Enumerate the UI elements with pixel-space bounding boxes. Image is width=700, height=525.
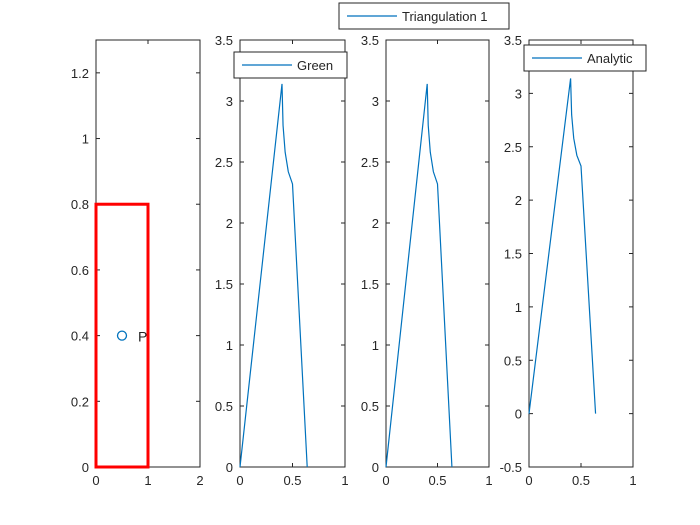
- x-tick-label-0p5: 0.5: [428, 473, 446, 488]
- y-tick-label-0p4: 0.4: [71, 329, 89, 344]
- legend-label: Analytic: [587, 51, 633, 66]
- x-tick-label-1: 1: [341, 473, 348, 488]
- y-tick-label-1p5: 1.5: [215, 277, 233, 292]
- y-tick-label-m0p5: -0.5: [500, 460, 522, 475]
- legend-label: Green: [297, 58, 333, 73]
- y-tick-label-1: 1: [82, 132, 89, 147]
- subplot-3: 0 0.5 1 0 0.5 1 1.5 2 2.5 3 3.5 Triangulation 1: [338, 2, 510, 488]
- x-tick-label-1: 1: [485, 473, 492, 488]
- axes-box: [528, 39, 634, 468]
- domain-rectangle: [94, 202, 150, 469]
- x-tick-label-0: 0: [92, 473, 99, 488]
- x-tick-label-0: 0: [382, 473, 389, 488]
- y-tick-label-0: 0: [82, 460, 89, 475]
- y-tick-label-0p5: 0.5: [504, 353, 522, 368]
- axes-box: [239, 39, 346, 468]
- y-tick-label-2p5: 2.5: [361, 155, 379, 170]
- point-marker-P: [116, 330, 128, 341]
- y-tick-label-2: 2: [372, 216, 379, 231]
- legend: Triangulation 1: [338, 2, 510, 30]
- y-tick-label-0: 0: [226, 460, 233, 475]
- y-tick-label-1: 1: [372, 338, 379, 353]
- y-tick-label-0p5: 0.5: [215, 399, 233, 414]
- subplot-2: 0 0.5 1 0 0.5 1 1.5 2 2.5 3 3.5 Green: [215, 33, 349, 488]
- y-tick-label-2: 2: [515, 193, 522, 208]
- y-tick-label-1: 1: [226, 338, 233, 353]
- y-tick-label-3: 3: [515, 86, 522, 101]
- x-tick-label-0: 0: [525, 473, 532, 488]
- y-tick-label-3p5: 3.5: [215, 33, 233, 48]
- y-tick-label-3: 3: [372, 94, 379, 109]
- point-label-P: P: [138, 329, 147, 345]
- legend-label: Triangulation 1: [402, 9, 488, 24]
- x-tick-label-0: 0: [236, 473, 243, 488]
- y-tick-label-1p5: 1.5: [504, 247, 522, 262]
- y-tick-label-1p5: 1.5: [361, 277, 379, 292]
- y-tick-label-2p5: 2.5: [504, 140, 522, 155]
- x-tick-label-0p5: 0.5: [283, 473, 301, 488]
- series-line-analytic: [528, 78, 597, 414]
- x-tick-label-1: 1: [629, 473, 636, 488]
- y-tick-label-0p2: 0.2: [71, 394, 89, 409]
- y-tick-label-2p5: 2.5: [215, 155, 233, 170]
- legend: Green: [233, 51, 348, 79]
- y-tick-label-3: 3: [226, 94, 233, 109]
- y-tick-label-0: 0: [372, 460, 379, 475]
- y-tick-label-0p8: 0.8: [71, 197, 89, 212]
- y-tick-label-1p2: 1.2: [71, 66, 89, 81]
- series-line-triangulation-1: [385, 83, 453, 468]
- y-tick-label-3p5: 3.5: [504, 33, 522, 48]
- y-tick-label-1: 1: [515, 300, 522, 315]
- legend: Analytic: [523, 44, 647, 72]
- series-line-green: [239, 83, 308, 468]
- y-tick-label-0p5: 0.5: [361, 399, 379, 414]
- axes-box: [385, 39, 490, 468]
- subplot-1: 0 1 2 0 0.2 0.4 0.6 0.8 1 1.2 P: [71, 39, 204, 488]
- y-tick-label-2: 2: [226, 216, 233, 231]
- x-tick-label-2: 2: [196, 473, 203, 488]
- x-tick-label-0p5: 0.5: [572, 473, 590, 488]
- y-tick-label-0p6: 0.6: [71, 263, 89, 278]
- x-tick-label-1: 1: [144, 473, 151, 488]
- y-tick-label-3p5: 3.5: [361, 33, 379, 48]
- y-tick-label-0: 0: [515, 407, 522, 422]
